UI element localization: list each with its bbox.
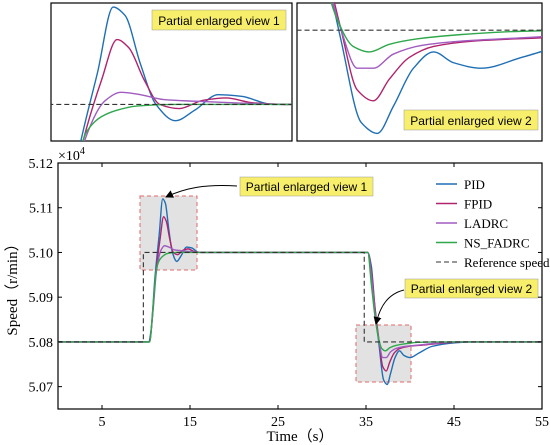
y-tick-label: 5.11 <box>29 202 53 217</box>
inset-panel-1: Partial enlarged view 1 <box>50 2 293 142</box>
x-axis-label: Time（s） <box>267 428 334 445</box>
callout-arrow-2 <box>373 289 405 325</box>
inset-1-label-box <box>151 9 287 31</box>
inset-2-series-ns-fadrc <box>330 3 542 53</box>
inset-2-label: Partial enlarged view 2 <box>410 114 532 128</box>
legend-label-pid: PID <box>464 177 485 192</box>
y-tick-label: 5.09 <box>29 291 54 306</box>
callout-label-1: Partial enlarged view 1 <box>246 180 368 194</box>
legend-label-reference-speed: Reference speed <box>464 255 550 270</box>
callout-box-1 <box>239 176 374 197</box>
y-axis-label: Speed（r/min） <box>4 236 21 335</box>
y-tick-label: 5.10 <box>29 246 54 261</box>
main-series-ns-fadrc <box>58 251 542 352</box>
x-tick-label: 5 <box>99 415 106 430</box>
inset-1-series-fpid <box>82 38 292 141</box>
callout-label-2: Partial enlarged view 2 <box>411 282 533 296</box>
main-plot: Partial enlarged view 1 Partial enlarged… <box>4 146 550 445</box>
y-tick-label: 5.08 <box>29 336 54 351</box>
callout-box-2 <box>404 278 539 299</box>
x-tick-label: 25 <box>271 415 285 430</box>
main-series-reference-speed <box>58 251 542 343</box>
y-multiplier: ×104 <box>58 146 85 164</box>
x-tick-label: 45 <box>447 415 461 430</box>
x-tick-label: 55 <box>535 415 549 430</box>
y-tick-label: 5.07 <box>29 381 54 396</box>
inset-2-series-pid <box>332 3 542 135</box>
y-tick-label: 5.12 <box>29 157 54 172</box>
inset-1-series-pid <box>80 6 292 141</box>
inset-2-series-ladrc <box>332 3 542 69</box>
x-tick-label: 15 <box>183 415 197 430</box>
x-tick-label: 35 <box>359 415 373 430</box>
legend-label-ladrc: LADRC <box>464 216 508 231</box>
legend-label-fpid: FPID <box>464 197 492 212</box>
inset-1-label: Partial enlarged view 1 <box>158 14 280 28</box>
inset-panel-2: Partial enlarged view 2 <box>296 2 543 142</box>
legend: PID FPID LADRC NS_FADRC Reference speed <box>436 177 550 270</box>
legend-label-ns-fadrc: NS_FADRC <box>464 236 530 251</box>
callout-arrow-1 <box>165 185 238 198</box>
inset-2-label-box <box>403 109 539 131</box>
